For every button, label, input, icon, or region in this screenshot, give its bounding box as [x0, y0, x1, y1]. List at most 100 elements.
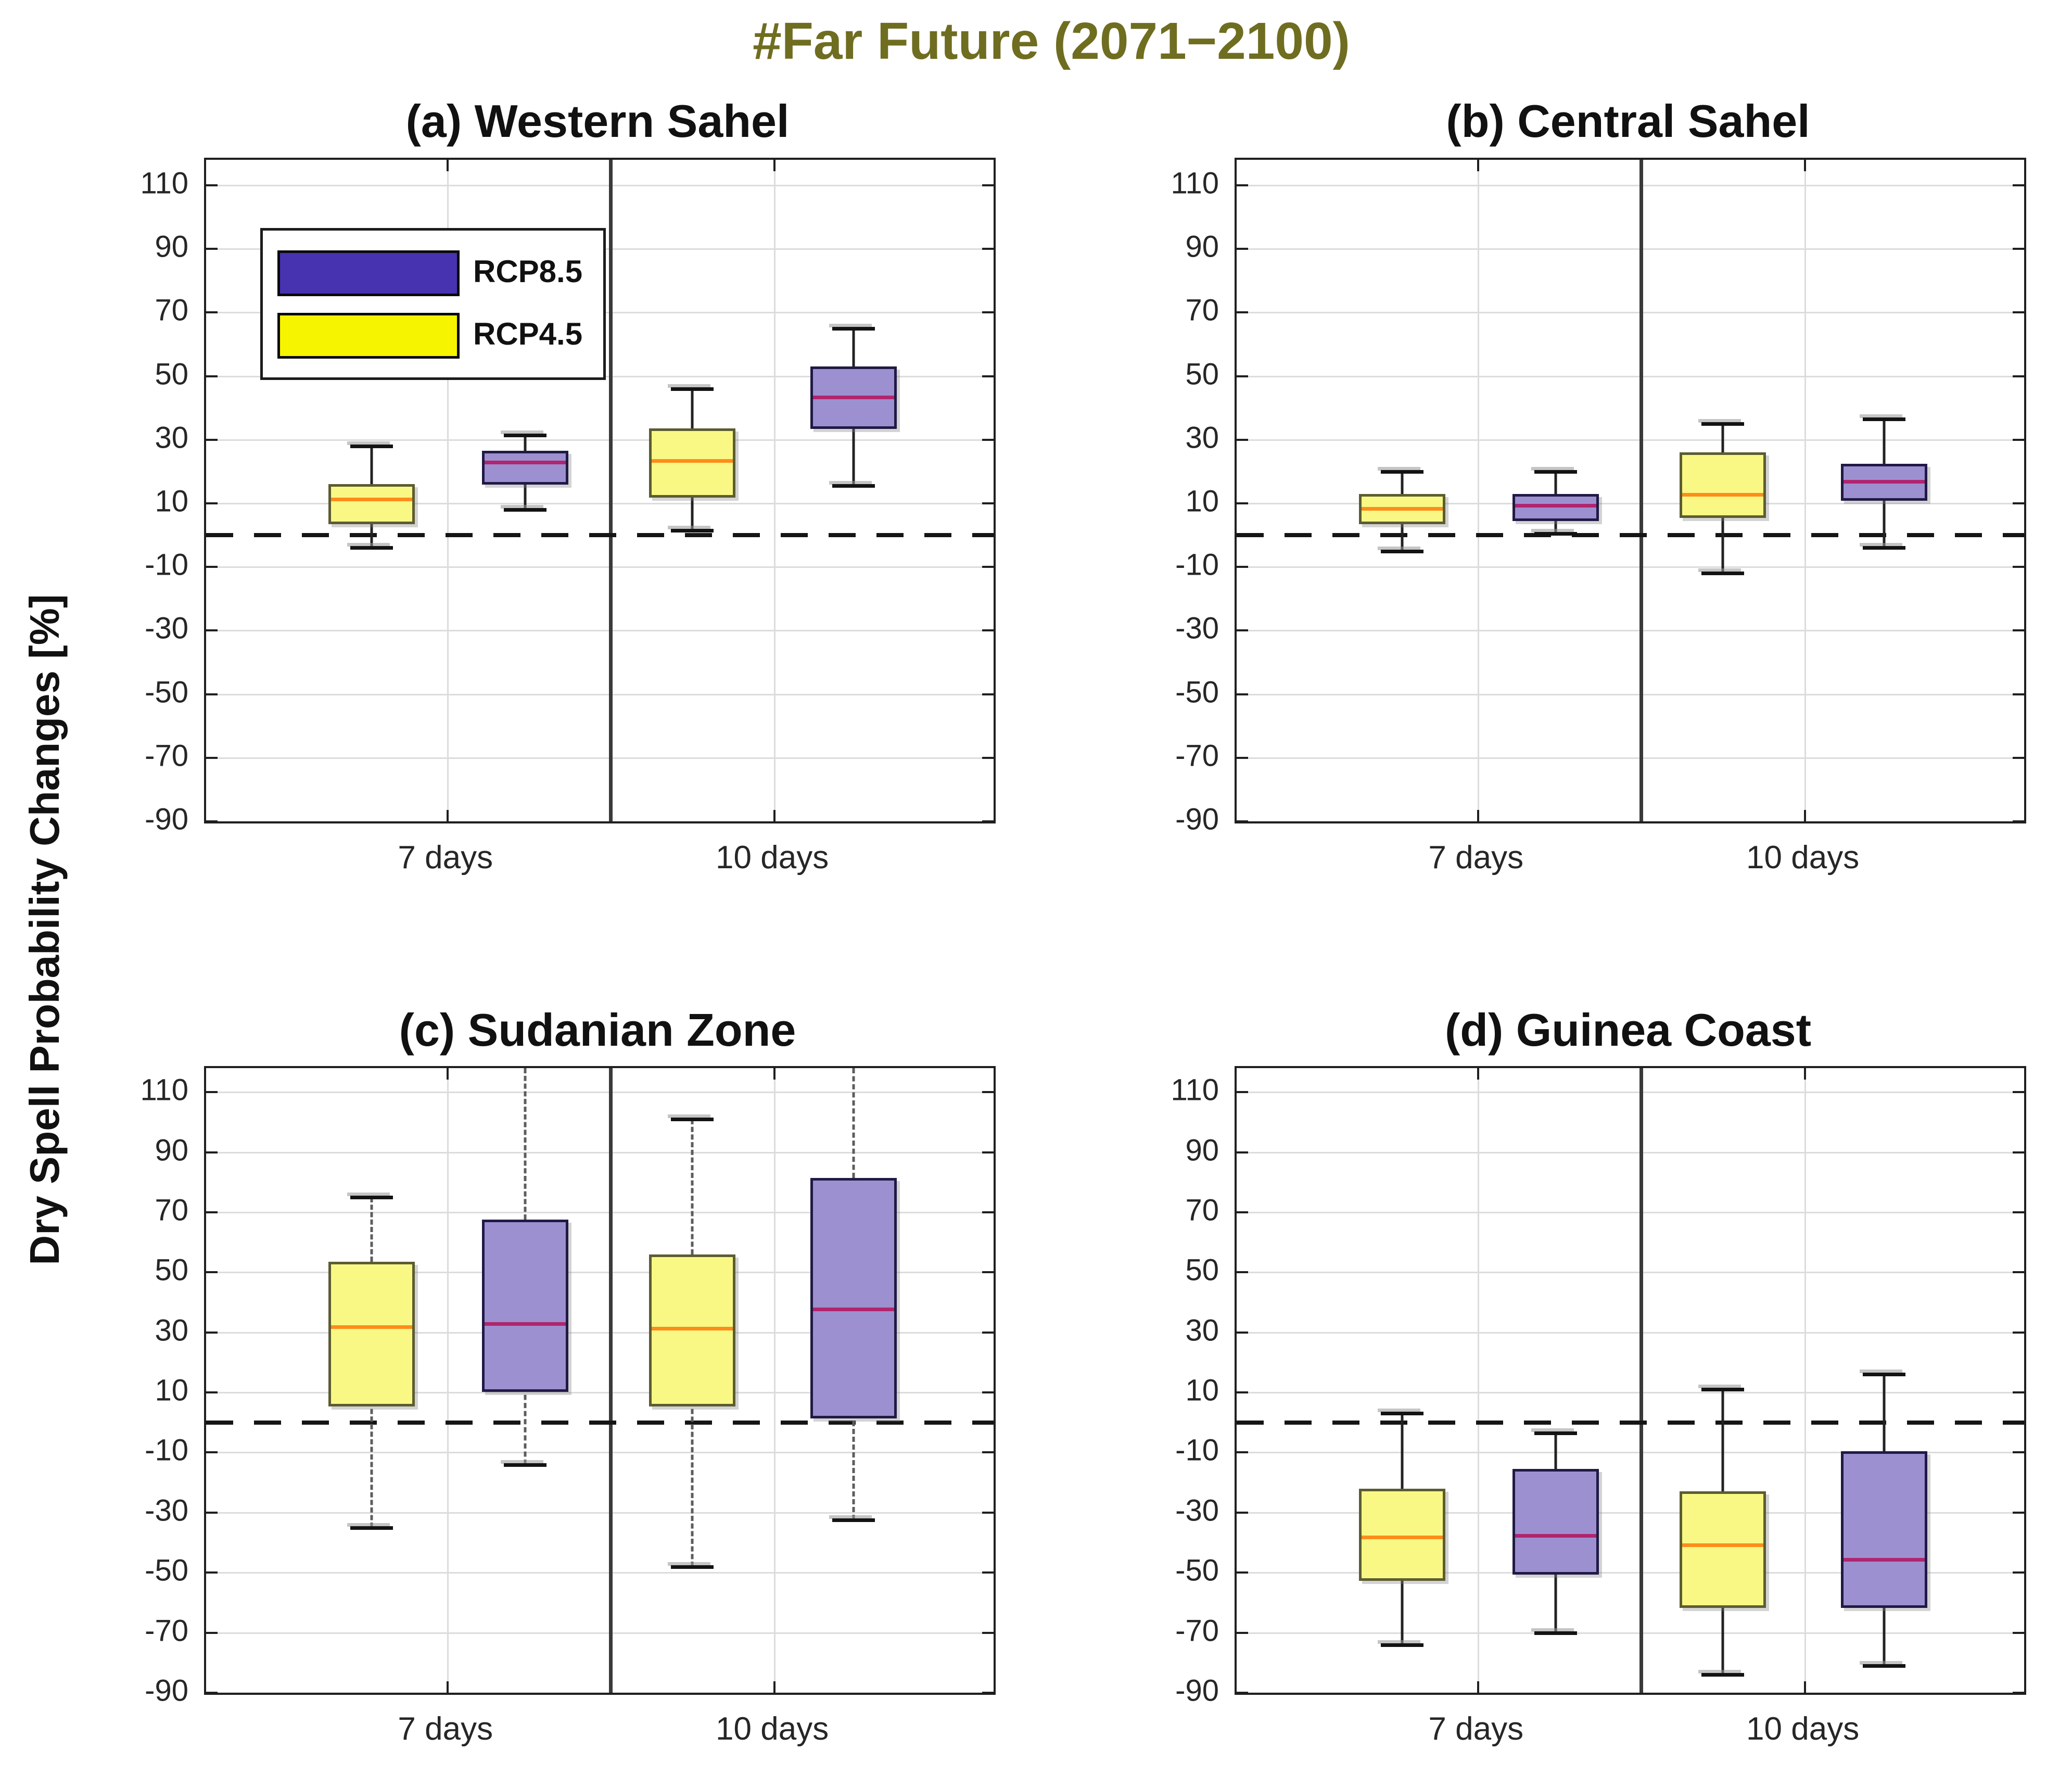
ytick-mark-right: [2013, 1692, 2024, 1693]
ytick-mark-right: [2013, 375, 2024, 377]
ytick-mark-right: [2013, 1151, 2024, 1153]
ytick-label--50: -50: [1175, 675, 1219, 709]
ytick-mark-right: [2013, 1211, 2024, 1213]
ytick-mark-left: [206, 184, 218, 186]
ytick-mark-left: [1237, 1511, 1248, 1514]
gridline-y--90: [1237, 821, 2024, 822]
ytick-mark-left: [1237, 820, 1248, 821]
ytick-mark-left: [1237, 375, 1248, 377]
ytick-mark-left: [1237, 438, 1248, 441]
ytick-label--10: -10: [1175, 1433, 1219, 1467]
box-c-7days-rcp45-upper-cap: [350, 1196, 393, 1200]
ytick-mark-right: [982, 438, 994, 441]
ytick-label--10: -10: [145, 1433, 188, 1467]
ytick-mark-left: [206, 1571, 218, 1574]
ytick-mark-right: [982, 1391, 994, 1394]
ytick-mark-left: [206, 375, 218, 377]
ytick-label-110: 110: [1171, 1073, 1219, 1107]
ytick-mark-right: [982, 1631, 994, 1634]
gridline-y-110: [206, 1092, 994, 1094]
ytick-mark-right: [2013, 566, 2024, 568]
ytick-mark-left: [206, 756, 218, 759]
box-a-10days-rcp85-upper-cap: [832, 326, 875, 331]
box-a-10days-rcp85-median: [812, 396, 894, 400]
subplot-c-plot-area: [204, 1066, 996, 1695]
ytick-label-50: 50: [1185, 357, 1219, 391]
ytick-mark-left: [1237, 566, 1248, 568]
xtick-label-7-days: 7 days: [398, 1711, 493, 1747]
ytick-mark-left: [206, 629, 218, 632]
gridline-y-90: [1237, 1151, 2024, 1153]
main-title: #Far Future (2071−2100): [753, 12, 1350, 70]
ytick-mark-right: [2013, 820, 2024, 821]
box-b-7days-rcp85-median: [1515, 503, 1596, 508]
ytick-mark-right: [982, 1091, 994, 1094]
box-b-7days-rcp45-lower-cap: [1380, 549, 1423, 553]
gridline-y--10: [1237, 1452, 2024, 1454]
ytick-label-70: 70: [1185, 293, 1219, 327]
gridline-y--30: [1237, 630, 2024, 632]
box-b-10days-rcp85-median: [1843, 480, 1925, 484]
xtick-mark-top: [1803, 1068, 1806, 1080]
gridline-y-30: [1237, 1332, 2024, 1334]
xtick-label-7-days: 7 days: [398, 840, 493, 876]
gridline-y--70: [1237, 757, 2024, 759]
ytick-mark-right: [2013, 1091, 2024, 1094]
xtick-mark-top: [1477, 160, 1479, 171]
ytick-mark-right: [2013, 1331, 2024, 1334]
box-d-7days-rcp85-lower-whisker: [1554, 1569, 1557, 1633]
ytick-mark-left: [1237, 311, 1248, 314]
ytick-label-70: 70: [155, 293, 188, 327]
ytick-label-110: 110: [140, 1073, 188, 1107]
ytick-mark-left: [206, 1091, 218, 1094]
subplot-d-plot-area: [1235, 1066, 2026, 1695]
gridline-x-group2: [1804, 160, 1806, 821]
gridline-y--30: [206, 1512, 994, 1514]
ytick-mark-left: [1237, 248, 1248, 250]
ytick-label--70: -70: [1175, 1614, 1219, 1648]
gridline-y--70: [206, 1632, 994, 1634]
box-d-7days-rcp85-upper-cap: [1534, 1431, 1577, 1435]
ytick-mark-right: [982, 566, 994, 568]
box-b-10days-rcp85-lower-cap: [1862, 546, 1905, 550]
ytick-label--30: -30: [1175, 1493, 1219, 1528]
ytick-label-50: 50: [155, 1253, 188, 1287]
box-d-10days-rcp85-median: [1843, 1558, 1925, 1562]
ytick-label-30: 30: [155, 1313, 188, 1348]
ytick-mark-left: [206, 1451, 218, 1454]
box-b-7days-rcp45-upper-whisker: [1401, 471, 1404, 494]
gridline-y-30: [206, 439, 994, 441]
ytick-label-30: 30: [1185, 421, 1219, 455]
box-b-10days-rcp45-lower-cap: [1701, 572, 1744, 576]
ytick-label--30: -30: [145, 1493, 188, 1528]
box-c-10days-rcp85-upper-whisker: [852, 1068, 855, 1178]
gridline-y-10: [1237, 502, 2024, 504]
zero-reference-line: [1237, 1420, 2024, 1425]
legend-label-rcp85: RCP8.5: [473, 254, 583, 289]
gridline-y--10: [206, 566, 994, 568]
gridline-x-group2: [773, 160, 776, 821]
box-a-10days-rcp45-upper-whisker: [691, 388, 694, 429]
gridline-y-90: [1237, 248, 2024, 250]
group-divider: [1639, 160, 1643, 821]
ytick-label--30: -30: [1175, 611, 1219, 645]
box-c-10days-rcp45-upper-whisker: [691, 1119, 694, 1254]
ytick-mark-left: [206, 502, 218, 504]
ytick-mark-left: [206, 1511, 218, 1514]
ytick-mark-left: [1237, 1331, 1248, 1334]
subplot-b-plot-area: [1235, 158, 2026, 823]
ytick-mark-left: [1237, 1391, 1248, 1394]
ytick-label--70: -70: [145, 1614, 188, 1648]
gridline-x-group1: [447, 1068, 449, 1693]
y-axis-label: Dry Spell Probability Changes [%]: [21, 594, 68, 1265]
gridline-x-group1: [1477, 160, 1479, 821]
box-c-10days-rcp45-lower-cap: [670, 1565, 714, 1569]
xtick-mark-bottom: [1803, 1681, 1806, 1693]
ytick-mark-right: [2013, 1631, 2024, 1634]
legend-swatch-rcp85: [277, 250, 460, 296]
box-d-7days-rcp85-lower-cap: [1534, 1631, 1577, 1635]
xtick-label-10-days: 10 days: [716, 1711, 829, 1747]
ytick-mark-right: [982, 820, 994, 821]
ytick-label-110: 110: [140, 166, 188, 200]
gridline-x-group2: [1804, 1068, 1806, 1693]
